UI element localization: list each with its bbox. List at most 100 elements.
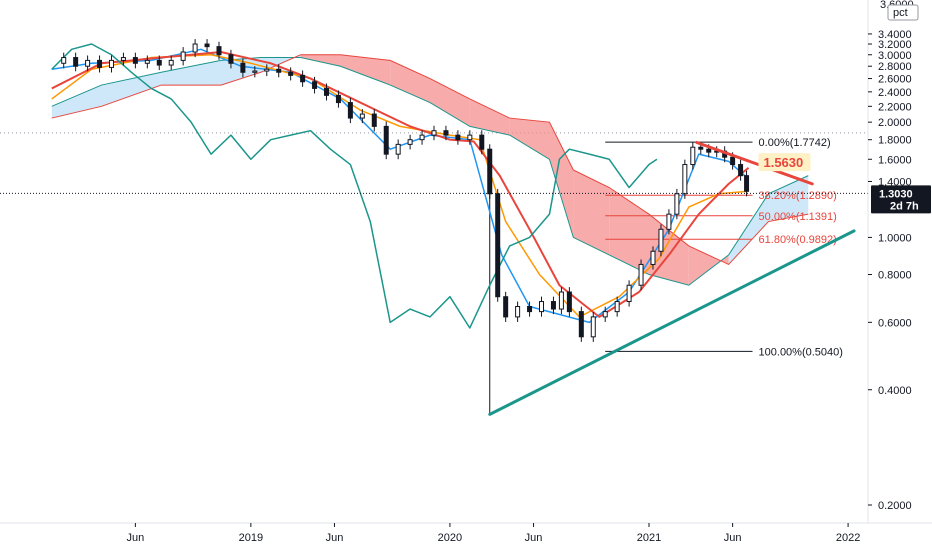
y-axis-background <box>868 0 932 550</box>
fib-level-label: 0.00%(1.7742) <box>759 137 831 149</box>
unit-label: pct <box>893 7 908 19</box>
candle-body <box>359 113 365 119</box>
candle-body <box>156 59 162 66</box>
candle-body <box>419 134 425 141</box>
cloud-segment <box>430 78 470 127</box>
y-tick-label: 2.8000 <box>878 61 912 73</box>
candle-body <box>312 81 318 89</box>
callout-box <box>758 153 811 172</box>
y-tick-label: 0.4000 <box>878 385 912 397</box>
x-axis[interactable]: Jun 2019 Jun 2020 Jun 2021 Jun 2022 <box>0 522 932 550</box>
candle-body <box>614 301 620 313</box>
trendline-support <box>488 229 856 416</box>
candle-body <box>626 284 632 303</box>
y-tick-label: 0.8000 <box>878 270 912 282</box>
candle-body <box>61 57 67 64</box>
candle-body <box>658 228 664 252</box>
candle-body <box>240 62 246 73</box>
x-axis-background <box>0 523 932 550</box>
y-tick-label: 0.2000 <box>878 500 912 512</box>
candle-body <box>323 87 329 96</box>
candle-body <box>479 134 485 150</box>
candle-body <box>503 296 509 318</box>
candle-body <box>73 57 79 67</box>
y-tick-label: 0.6000 <box>878 317 912 329</box>
candle-body <box>706 148 712 153</box>
candle-body <box>527 305 533 313</box>
y-tick-label: 3.2000 <box>878 39 912 51</box>
y-tick-label: 1.0000 <box>878 232 912 244</box>
x-tick-label: 2021 <box>637 532 661 544</box>
candle-body <box>690 146 696 166</box>
fib-level-label: 61.80%(0.9892) <box>759 234 837 246</box>
unit-badge <box>887 4 919 21</box>
cloud-segment <box>549 122 574 238</box>
last-price-badge <box>871 185 931 214</box>
callout-label: 1.5630 <box>763 155 803 170</box>
candle-body <box>276 68 282 73</box>
price-candles <box>61 39 750 342</box>
candle-body <box>495 193 501 298</box>
trendlines <box>488 140 856 416</box>
candle-body <box>120 57 126 61</box>
candle-body <box>443 130 449 136</box>
x-tick-label: 2022 <box>836 532 860 544</box>
candle-body <box>698 146 704 150</box>
cloud-segment <box>469 98 510 136</box>
candle-body <box>85 59 91 67</box>
fib-level-label: 50.00%(1.1391) <box>759 211 837 223</box>
candle-body <box>264 68 270 72</box>
y-tick-label: 1.8000 <box>878 135 912 147</box>
candle-body <box>566 291 572 313</box>
candle-body <box>539 301 545 313</box>
candle-body <box>300 74 306 83</box>
candle-body <box>515 305 521 318</box>
senkou-span-a <box>51 57 809 286</box>
fibonacci-retracement: 0.00%(1.7742) 38.20%(1.2890) 50.00%(1.1391… <box>489 137 843 415</box>
candle-body <box>638 263 644 286</box>
candle-body <box>144 59 150 64</box>
candle-body <box>602 311 608 318</box>
line-kijun <box>51 54 749 318</box>
candle-body <box>192 43 198 53</box>
candle-body <box>674 193 680 215</box>
cloud-segment <box>509 118 550 160</box>
candle-body <box>558 291 564 310</box>
candle-body <box>395 143 401 155</box>
cloud-segment <box>390 60 431 103</box>
candle-body <box>578 311 584 338</box>
candle-body <box>204 43 210 48</box>
cloud-segment <box>728 193 769 265</box>
candle-body <box>744 175 750 192</box>
candle-body <box>487 148 493 195</box>
x-tick-label: 2020 <box>438 532 462 544</box>
y-tick-label: 1.6000 <box>878 154 912 166</box>
candle-body <box>347 102 353 119</box>
candle-body <box>168 59 174 66</box>
candle-body <box>335 94 341 104</box>
y-tick-label: 2.6000 <box>878 74 912 86</box>
candle-body <box>431 130 437 136</box>
candle-body <box>252 70 258 73</box>
candle-body <box>666 213 672 230</box>
cloud-segment <box>609 187 650 275</box>
candle-body <box>682 164 688 195</box>
candle-body <box>590 316 596 338</box>
cloud-segment <box>161 60 221 86</box>
y-tick-label: 2.0000 <box>878 117 912 129</box>
candle-body <box>455 134 461 141</box>
y-tick-label: 3.0000 <box>878 50 912 62</box>
candle-body <box>108 59 114 68</box>
cloud-segment <box>768 175 809 222</box>
x-tick-label: Jun <box>127 532 145 544</box>
candle-body <box>288 71 294 76</box>
candle-body <box>97 59 103 68</box>
x-tick-label: Jun <box>525 532 543 544</box>
candle-body <box>228 54 234 64</box>
y-tick-label: 2.2000 <box>878 101 912 113</box>
y-tick-label: 3.4000 <box>878 29 912 41</box>
fib-level-label: 38.20%(1.2890) <box>759 190 837 202</box>
line-chikou <box>51 43 658 329</box>
x-tick-label: Jun <box>724 532 742 544</box>
